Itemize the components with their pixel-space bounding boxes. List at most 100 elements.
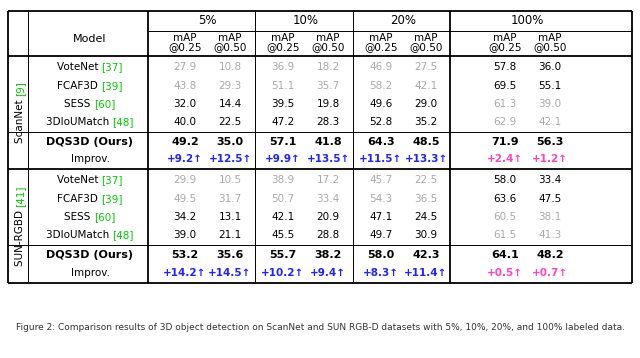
Text: 35.0: 35.0 — [216, 137, 244, 147]
Text: 62.9: 62.9 — [493, 117, 516, 127]
Text: 31.7: 31.7 — [218, 194, 242, 204]
Text: 33.4: 33.4 — [538, 175, 562, 185]
Text: [37]: [37] — [102, 62, 123, 72]
Text: 61.3: 61.3 — [493, 99, 516, 109]
Text: 48.5: 48.5 — [412, 137, 440, 147]
Text: 45.7: 45.7 — [369, 175, 392, 185]
Text: 29.0: 29.0 — [415, 99, 438, 109]
Text: 57.8: 57.8 — [493, 62, 516, 72]
Text: [39]: [39] — [101, 81, 123, 91]
Text: FCAF3D: FCAF3D — [57, 194, 101, 204]
Text: 32.0: 32.0 — [173, 99, 196, 109]
Text: 24.5: 24.5 — [414, 212, 438, 222]
Text: 60.5: 60.5 — [493, 212, 516, 222]
Text: 43.8: 43.8 — [173, 81, 196, 91]
Text: 57.1: 57.1 — [269, 137, 297, 147]
Text: 47.2: 47.2 — [271, 117, 294, 127]
Text: [48]: [48] — [113, 230, 134, 240]
Text: 49.6: 49.6 — [369, 99, 392, 109]
Text: [48]: [48] — [113, 117, 134, 127]
Text: 49.2: 49.2 — [171, 137, 199, 147]
Text: +9.4↑: +9.4↑ — [310, 268, 346, 278]
Text: 27.9: 27.9 — [173, 62, 196, 72]
Text: +12.5↑: +12.5↑ — [209, 154, 252, 164]
Text: 48.2: 48.2 — [536, 250, 564, 260]
Text: +0.7↑: +0.7↑ — [532, 268, 568, 278]
Text: VoteNet: VoteNet — [57, 62, 102, 72]
Text: 39.5: 39.5 — [271, 99, 294, 109]
Text: DQS3D (Ours): DQS3D (Ours) — [47, 137, 134, 147]
Text: 19.8: 19.8 — [316, 99, 340, 109]
Text: @0.25: @0.25 — [266, 42, 300, 52]
Text: 29.9: 29.9 — [173, 175, 196, 185]
Text: 46.9: 46.9 — [369, 62, 392, 72]
Text: ScanNet: ScanNet — [15, 97, 25, 143]
Text: 54.3: 54.3 — [369, 194, 392, 204]
Text: +0.5↑: +0.5↑ — [487, 268, 523, 278]
Text: 58.0: 58.0 — [493, 175, 516, 185]
Text: 20%: 20% — [390, 15, 417, 28]
Text: 47.1: 47.1 — [369, 212, 392, 222]
Text: 41.8: 41.8 — [314, 137, 342, 147]
Text: 22.5: 22.5 — [414, 175, 438, 185]
Text: mAP: mAP — [173, 33, 196, 43]
Text: 56.3: 56.3 — [536, 137, 564, 147]
Text: 27.5: 27.5 — [414, 62, 438, 72]
Text: 58.0: 58.0 — [367, 250, 395, 260]
Text: +9.2↑: +9.2↑ — [167, 154, 203, 164]
Text: 49.5: 49.5 — [173, 194, 196, 204]
Text: DQS3D (Ours): DQS3D (Ours) — [47, 250, 134, 260]
Text: 42.1: 42.1 — [538, 117, 562, 127]
Text: 55.7: 55.7 — [269, 250, 296, 260]
Text: 35.7: 35.7 — [316, 81, 340, 91]
Text: SUN-RGBD: SUN-RGBD — [15, 207, 25, 266]
Text: mAP: mAP — [316, 33, 340, 43]
Text: 45.5: 45.5 — [271, 230, 294, 240]
Text: 13.1: 13.1 — [218, 212, 242, 222]
Text: @0.50: @0.50 — [213, 42, 246, 52]
Text: 3DIoUMatch: 3DIoUMatch — [46, 230, 113, 240]
Text: 36.9: 36.9 — [271, 62, 294, 72]
Text: mAP: mAP — [218, 33, 242, 43]
Text: mAP: mAP — [271, 33, 295, 43]
Text: 10.8: 10.8 — [218, 62, 241, 72]
Text: Model: Model — [73, 34, 107, 44]
Text: 22.5: 22.5 — [218, 117, 242, 127]
Text: 30.9: 30.9 — [415, 230, 438, 240]
Text: 28.3: 28.3 — [316, 117, 340, 127]
Text: Figure 2: Comparison results of 3D object detection on ScanNet and SUN RGB-D dat: Figure 2: Comparison results of 3D objec… — [15, 324, 625, 333]
Text: 58.2: 58.2 — [369, 81, 392, 91]
Text: 69.5: 69.5 — [493, 81, 516, 91]
Text: [9]: [9] — [15, 82, 25, 97]
Text: 33.4: 33.4 — [316, 194, 340, 204]
Text: 10%: 10% — [292, 15, 319, 28]
Text: 100%: 100% — [511, 15, 544, 28]
Text: mAP: mAP — [369, 33, 393, 43]
Text: 17.2: 17.2 — [316, 175, 340, 185]
Text: 5%: 5% — [198, 15, 217, 28]
Text: @0.25: @0.25 — [364, 42, 397, 52]
Text: +14.2↑: +14.2↑ — [163, 268, 207, 278]
Text: +11.4↑: +11.4↑ — [404, 268, 448, 278]
Text: 28.8: 28.8 — [316, 230, 340, 240]
Text: +11.5↑: +11.5↑ — [360, 154, 403, 164]
Text: 49.7: 49.7 — [369, 230, 392, 240]
Text: @0.50: @0.50 — [410, 42, 443, 52]
Text: +13.3↑: +13.3↑ — [404, 154, 447, 164]
Text: 38.1: 38.1 — [538, 212, 562, 222]
Text: +10.2↑: +10.2↑ — [261, 268, 305, 278]
Text: 20.9: 20.9 — [316, 212, 340, 222]
Text: [60]: [60] — [94, 99, 115, 109]
Text: 34.2: 34.2 — [173, 212, 196, 222]
Text: 39.0: 39.0 — [538, 99, 561, 109]
Text: FCAF3D: FCAF3D — [57, 81, 101, 91]
Text: 39.0: 39.0 — [173, 230, 196, 240]
Text: 61.5: 61.5 — [493, 230, 516, 240]
Text: @0.25: @0.25 — [488, 42, 522, 52]
Text: @0.25: @0.25 — [168, 42, 202, 52]
Text: 3DIoUMatch: 3DIoUMatch — [46, 117, 113, 127]
Text: 38.9: 38.9 — [271, 175, 294, 185]
Text: 50.7: 50.7 — [271, 194, 294, 204]
Text: [37]: [37] — [102, 175, 123, 185]
Text: 29.3: 29.3 — [218, 81, 242, 91]
